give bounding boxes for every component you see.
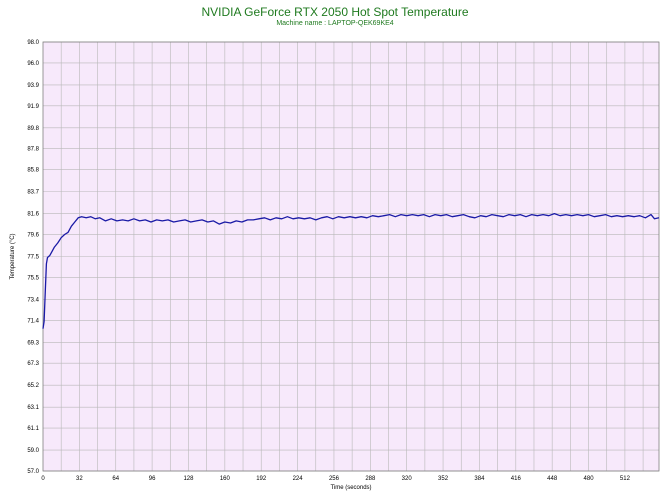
- x-tick-label: 416: [511, 476, 522, 482]
- y-tick-label: 93.9: [27, 83, 39, 89]
- x-tick-label: 0: [41, 476, 45, 482]
- y-tick-label: 59.0: [27, 448, 39, 454]
- y-tick-label: 65.2: [27, 383, 39, 389]
- x-tick-label: 448: [547, 476, 558, 482]
- x-axis-label: Time (seconds): [330, 485, 371, 491]
- y-tick-label: 71.4: [27, 318, 39, 324]
- chart-subtitle: Machine name : LAPTOP-QEK69KE4: [276, 20, 394, 27]
- y-tick-label: 69.3: [27, 340, 39, 346]
- x-tick-label: 352: [438, 476, 449, 482]
- x-tick-label: 32: [76, 476, 83, 482]
- x-tick-label: 96: [149, 476, 156, 482]
- x-tick-label: 480: [584, 476, 595, 482]
- y-tick-label: 98.0: [27, 40, 39, 46]
- x-tick-label: 128: [183, 476, 194, 482]
- series-line: [42, 212, 660, 329]
- x-tick-label: 320: [402, 476, 413, 482]
- y-tick-label: 89.8: [27, 126, 39, 132]
- y-tick-label: 63.1: [27, 405, 39, 411]
- x-tick-label: 512: [620, 476, 631, 482]
- x-tick-label: 288: [365, 476, 376, 482]
- y-tick-label: 73.4: [27, 297, 39, 303]
- x-tick-label: 160: [220, 476, 231, 482]
- y-tick-label: 81.6: [27, 212, 39, 218]
- x-tick-label: 256: [329, 476, 340, 482]
- x-tick-label: 224: [293, 476, 304, 482]
- plot-border: [42, 41, 660, 472]
- y-tick-label: 67.3: [27, 361, 39, 367]
- y-tick-label: 83.7: [27, 190, 39, 196]
- y-tick-label: 96.0: [27, 61, 39, 67]
- y-tick-label: 87.8: [27, 147, 39, 153]
- chart-title: NVIDIA GeForce RTX 2050 Hot Spot Tempera…: [201, 5, 469, 19]
- x-tick-label: 384: [474, 476, 485, 482]
- y-tick-label: 79.6: [27, 233, 39, 239]
- y-tick-label: 61.1: [27, 426, 39, 432]
- y-tick-label: 75.5: [27, 275, 39, 281]
- y-tick-label: 77.5: [27, 255, 39, 261]
- y-axis-label: Temperature (°C): [10, 233, 16, 279]
- y-tick-label: 85.8: [27, 168, 39, 174]
- y-tick-label: 91.9: [27, 104, 39, 110]
- y-tick-label: 57.0: [27, 469, 39, 475]
- x-tick-label: 192: [256, 476, 267, 482]
- x-tick-label: 64: [112, 476, 119, 482]
